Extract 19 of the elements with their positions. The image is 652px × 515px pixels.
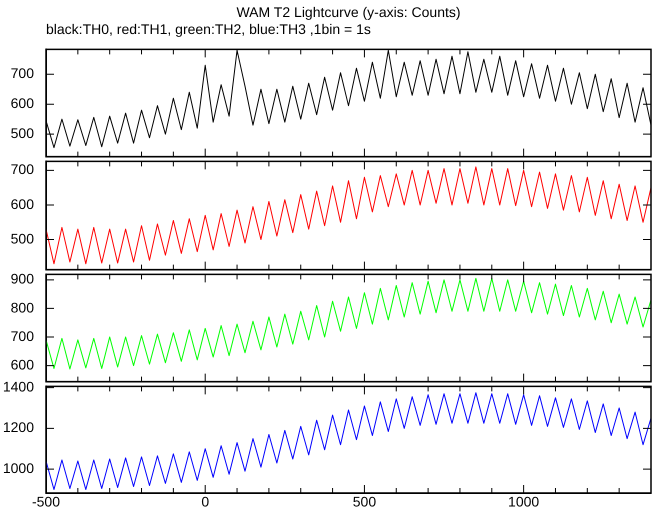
x-tick-label: 1000 [508,493,540,510]
y-tick-label: 900 [10,270,34,287]
y-tick-label: 700 [10,161,34,178]
y-tick-label: 500 [10,125,34,141]
y-tick-label: 800 [10,299,34,316]
y-tick-label: 1400 [2,378,34,394]
y-tick-label: 1200 [2,419,34,436]
y-tick-label: 700 [10,328,34,344]
y-tick-label: 600 [10,196,34,212]
y-tick-label: 1000 [2,460,34,476]
x-tick-label: -500 [32,493,60,510]
y-tick-label: 500 [10,230,34,246]
x-tick-label: 500 [352,493,376,510]
x-tick-label: 0 [201,493,210,510]
y-tick-label: 600 [10,95,34,112]
y-tick-label: 600 [10,356,34,372]
chart-title: WAM T2 Lightcurve (y-axis: Counts) [235,4,462,20]
y-tick-label: 700 [10,65,34,82]
chart-subtitle: black:TH0, red:TH1, green:TH2, blue:TH3 ,1bin = 1s [46,21,371,37]
